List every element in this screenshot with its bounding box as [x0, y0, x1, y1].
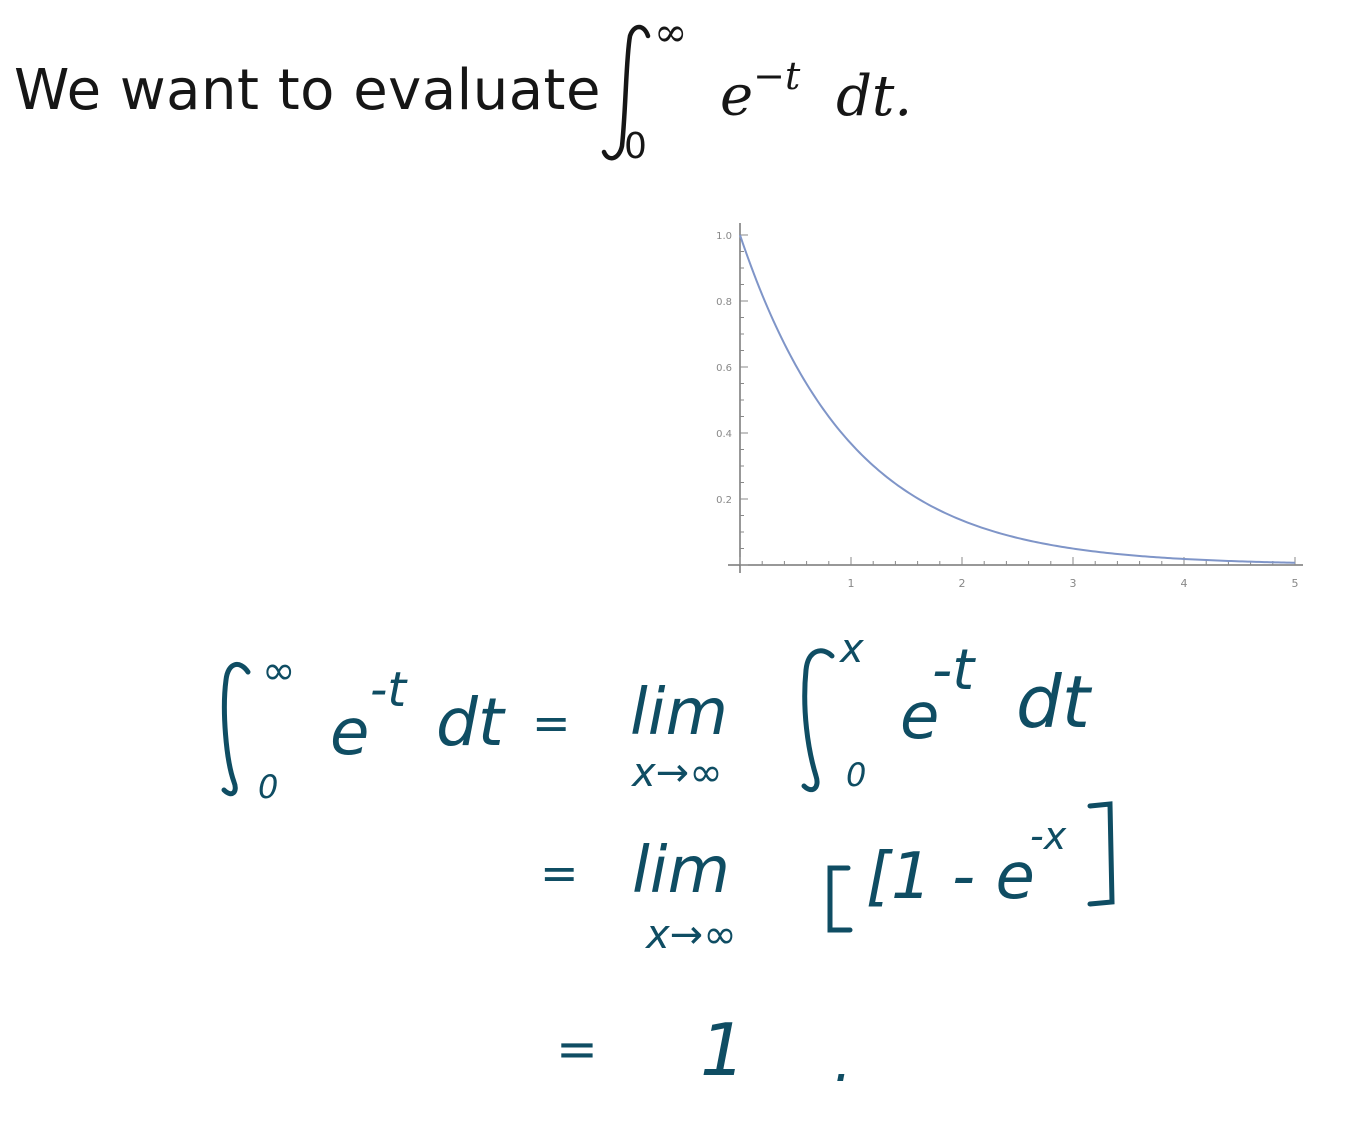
x-tick-label: 1: [848, 577, 855, 590]
y-tick-label: 0.6: [716, 363, 732, 374]
hw-line1-lhs-lower: 0: [258, 768, 279, 806]
x-tick-label: 5: [1292, 577, 1299, 590]
hw-left-bracket: [827, 865, 853, 933]
hw-line2-exponent: -x: [1030, 814, 1067, 858]
hw-line2-lim: lim: [632, 834, 730, 908]
hw-line3-result: 1: [700, 1008, 746, 1092]
plot-svg: 1 2 3 4 5 0.2 0.4 0.6 0.8 1.0: [716, 223, 1303, 590]
hw-line2-lim-sub: x→∞: [646, 912, 737, 958]
hw-line1-lim: lim: [630, 676, 728, 750]
hw-line2-expression: [1 - e: [866, 840, 1035, 914]
hw-integral-sign-right: [801, 648, 835, 793]
integral-sign: [601, 24, 651, 161]
hw-line1-rhs-differential: dt: [1016, 660, 1090, 744]
hw-line1-lim-sub: x→∞: [632, 750, 723, 796]
exp-decay-plot: 1 2 3 4 5 0.2 0.4 0.6 0.8 1.0: [690, 215, 1320, 600]
hw-line1-lhs-differential: dt: [436, 684, 504, 761]
integrand-exponent: −t: [753, 54, 801, 98]
hw-line1-lhs-exponent: -t: [370, 662, 407, 718]
y-tick-label: 0.4: [716, 429, 732, 440]
y-tick-label: 0.8: [716, 297, 732, 308]
x-tick-label: 4: [1181, 577, 1188, 590]
hw-line3-equals: =: [556, 1020, 598, 1078]
hw-line3-period: .: [834, 1030, 852, 1095]
hw-right-bracket: [1087, 801, 1115, 907]
handwritten-derivation: ∞ 0 e -t dt = lim x→∞ x 0 e -t dt = lim …: [0, 600, 1353, 1121]
y-tick-label: 1.0: [716, 231, 732, 242]
hw-line1-rhs-integrand: e: [900, 680, 940, 754]
hw-line1-rhs-exponent: -t: [932, 638, 975, 703]
integrand-base: e: [720, 63, 754, 129]
integral-upper-limit: ∞: [654, 10, 688, 56]
hw-line1-equals: =: [532, 696, 571, 750]
hw-line1-lhs-integrand: e: [330, 696, 370, 770]
hw-line1-rhs-upper: x: [840, 626, 864, 672]
exp-decay-curve: [739, 234, 1296, 564]
heading-statement: We want to evaluate ∞ 0 e−t dt.: [14, 10, 964, 178]
hw-line1-rhs-lower: 0: [846, 756, 867, 794]
y-tick-label: 0.2: [716, 495, 732, 506]
hw-integral-sign-left: [221, 662, 251, 797]
derivation-ink: [221, 648, 1115, 933]
integral-lower-limit: 0: [624, 126, 647, 167]
x-tick-label: 2: [959, 577, 966, 590]
heading-text: We want to evaluate: [14, 58, 601, 123]
x-tick-label: 3: [1070, 577, 1077, 590]
integrand-differential: dt.: [836, 63, 913, 129]
integrand: e−t dt.: [720, 54, 913, 129]
hw-line2-equals: =: [540, 846, 579, 900]
hw-line1-lhs-upper: ∞: [262, 648, 296, 694]
